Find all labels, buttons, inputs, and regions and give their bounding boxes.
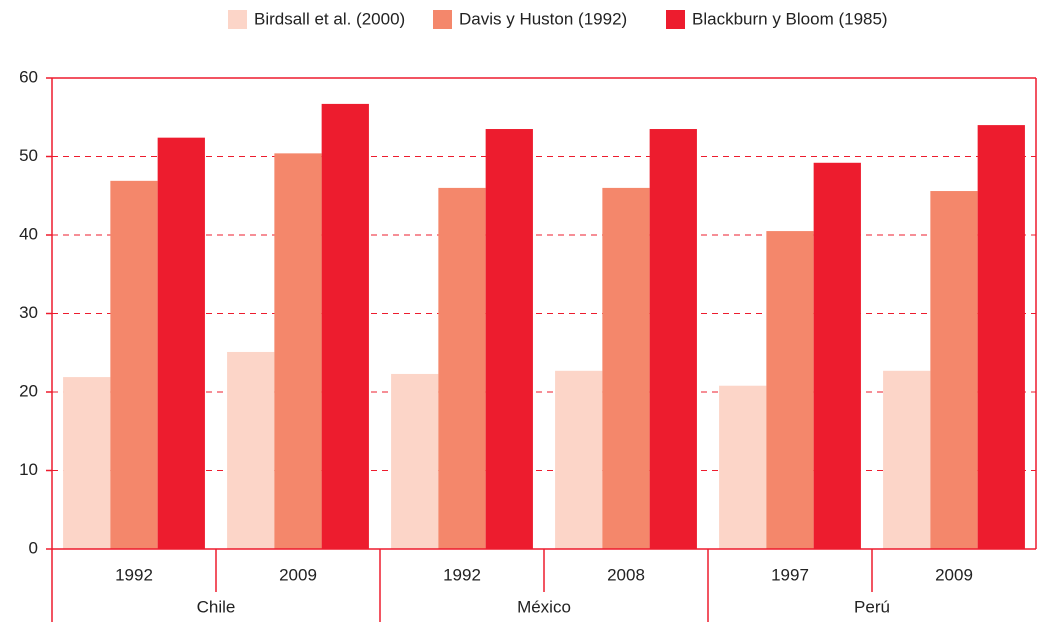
- y-tick-label: 20: [19, 381, 38, 400]
- group-label: México: [517, 597, 571, 616]
- labels: 0 10 20 30 40 50 60 1992 2009 Chile 1992 2008 México…: [19, 9, 973, 622]
- legend-swatch: [666, 10, 685, 29]
- legend-swatch: [433, 10, 452, 29]
- bar: [227, 351, 275, 549]
- bar: [649, 129, 697, 549]
- bar: [930, 191, 978, 550]
- x-tick-label: 2009: [279, 565, 317, 584]
- group-label: Chile: [197, 597, 236, 616]
- legend-label: Birdsall et al. (2000): [254, 9, 405, 28]
- x-tick-label: 1992: [115, 565, 153, 584]
- bar: [555, 370, 603, 549]
- bars: [63, 103, 1025, 550]
- x-tick-label: 1997: [771, 565, 809, 584]
- legend-label: Blackburn y Bloom (1985): [692, 9, 888, 28]
- bar: [274, 153, 322, 550]
- bar: [485, 129, 533, 549]
- grid: [46, 77, 1036, 550]
- y-tick-label: 50: [19, 146, 38, 165]
- y-tick-label: 0: [29, 538, 38, 557]
- bar: [157, 137, 205, 549]
- x-tick-label: 2009: [935, 565, 973, 584]
- y-tick-label: 10: [19, 460, 38, 479]
- bar: [63, 377, 111, 549]
- bar: [321, 103, 369, 549]
- bar: [391, 373, 439, 549]
- bar: [813, 162, 861, 549]
- bar: [977, 125, 1025, 549]
- x-tick-label: 2008: [607, 565, 645, 584]
- bar: [438, 187, 486, 549]
- y-tick-label: 40: [19, 224, 38, 243]
- y-tick-label: 30: [19, 303, 38, 322]
- x-tick-label: 1992: [443, 565, 481, 584]
- legend-swatch: [228, 10, 247, 29]
- group-label: Perú: [854, 597, 890, 616]
- bar: [602, 187, 650, 549]
- bar: [719, 385, 767, 549]
- bar: [110, 180, 158, 549]
- legend-label: Davis y Huston (1992): [459, 9, 627, 28]
- y-tick-label: 60: [19, 67, 38, 86]
- bar: [766, 231, 814, 549]
- bar: [883, 370, 931, 549]
